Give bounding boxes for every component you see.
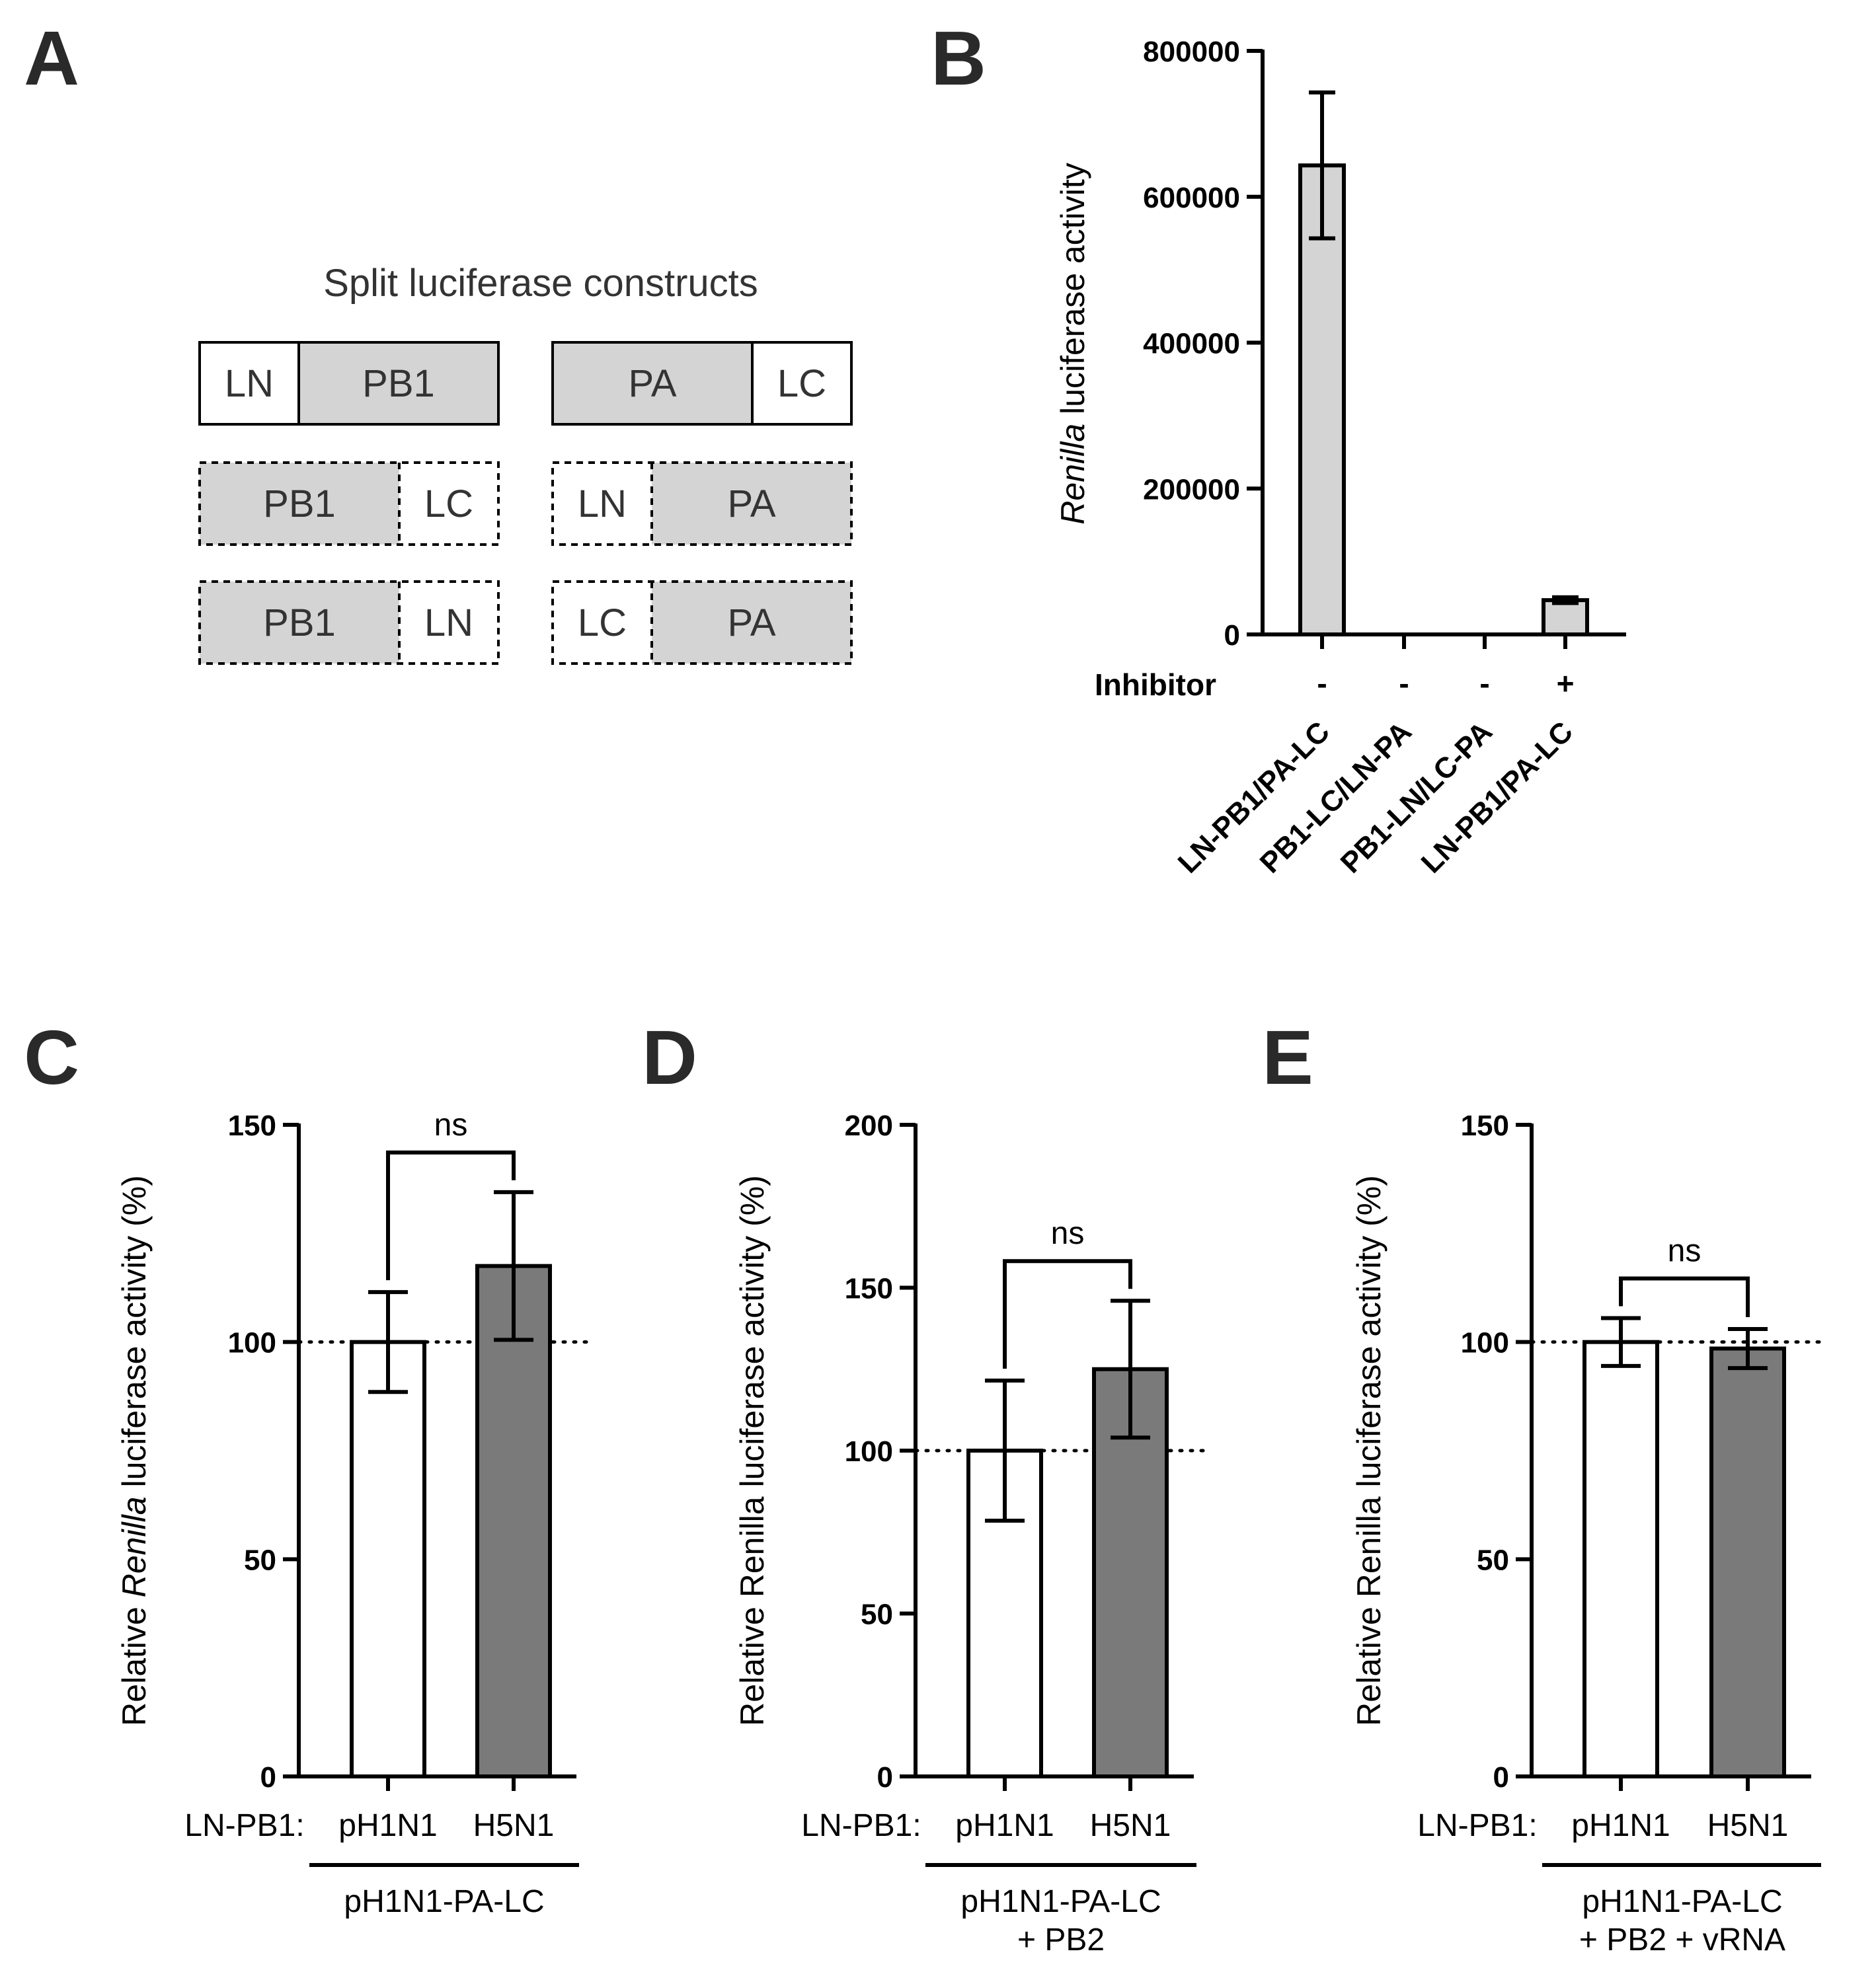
chart-e-ytick-label: 150 [1461, 1110, 1509, 1142]
diagram-title: Split luciferase constructs [323, 262, 758, 305]
segment-label-lc: LC [578, 601, 627, 644]
segment-pb1 [299, 342, 498, 424]
segment-label-pa: PA [727, 482, 775, 525]
segment-label-pa: PA [628, 362, 676, 405]
chart-d-ylabel: Relative Renilla luciferase activity (%) [734, 1175, 771, 1726]
chart-c-row-prefix: LN-PB1: [184, 1808, 304, 1843]
chart-d-group-label: + PB2 [1017, 1922, 1105, 1958]
panel-letter-d: D [642, 1014, 697, 1100]
chart-b-inhibitor-sign: + [1557, 666, 1575, 701]
segment-pa [553, 342, 752, 424]
chart-d-significance-bracket [1003, 1259, 1132, 1369]
chart-c-ytick-label: 50 [244, 1544, 276, 1576]
chart-c-group-label: pH1N1-PA-LC [344, 1884, 544, 1919]
chart-b-ylabel-italic: Renilla [1054, 424, 1091, 525]
chart-e-group-label: + PB2 + vRNA [1579, 1922, 1785, 1958]
chart-d-ytick-label: 0 [877, 1761, 893, 1794]
chart-c-ylabel-pre: Relative [116, 1597, 153, 1726]
chart-c-ylabel-italic: Renilla [116, 1496, 153, 1597]
chart-d-ytick-label: 50 [861, 1599, 893, 1631]
chart-b-ytick-label: 600000 [1143, 182, 1240, 214]
chart-c-significance-bracket [386, 1150, 516, 1281]
chart-b-ytick-label: 400000 [1143, 328, 1240, 360]
chart-e-row-prefix: LN-PB1: [1417, 1808, 1537, 1843]
construct-outline [551, 461, 853, 546]
chart-e-ylabel: Relative Renilla luciferase activity (%) [1350, 1175, 1387, 1726]
chart-d-significance-label: ns [1051, 1216, 1085, 1251]
segment-label-ln: LN [225, 362, 274, 405]
chart-c-category-label: H5N1 [473, 1808, 555, 1843]
segment-lc [752, 342, 851, 424]
construct-outline [198, 461, 500, 546]
chart-b-ytick-label: 800000 [1143, 36, 1240, 68]
chart-e-bar [1709, 1346, 1786, 1778]
segment-label-lc: LC [777, 362, 826, 405]
segment-label-pb1: PB1 [263, 482, 336, 525]
chart-e-category-label: pH1N1 [1571, 1808, 1670, 1843]
chart-c-ytick-label: 100 [228, 1327, 276, 1359]
chart-e-bar [1583, 1340, 1659, 1778]
construct-outline [198, 341, 500, 426]
chart-e-ytick-label: 0 [1493, 1761, 1509, 1794]
segment-pa [652, 463, 851, 545]
chart-c-bar [350, 1340, 426, 1778]
chart-b-ytick-label: 0 [1224, 619, 1240, 652]
panel-letter-b: B [931, 15, 986, 101]
chart-e-ytick-label: 50 [1477, 1544, 1509, 1576]
chart-d-group-label: pH1N1-PA-LC [960, 1884, 1161, 1919]
chart-d-row-prefix: LN-PB1: [801, 1808, 921, 1843]
segment-lc [399, 463, 498, 545]
chart-b-category-label: LN-PB1/PA-LC [1172, 715, 1336, 879]
construct-outline [551, 580, 853, 665]
segment-pb1 [200, 463, 399, 545]
chart-b-inhibitor-sign: - [1399, 666, 1409, 701]
chart-c-ylabel-rest: luciferase activity (%) [116, 1175, 153, 1496]
segment-ln [399, 582, 498, 664]
chart-e-category-label: H5N1 [1707, 1808, 1789, 1843]
chart-b-inhibitor-sign: - [1479, 666, 1489, 701]
chart-d-ytick-label: 200 [845, 1110, 893, 1142]
chart-c-significance-label: ns [434, 1108, 468, 1143]
chart-e-ytick-label: 100 [1461, 1327, 1509, 1359]
chart-c-ylabel: Relative Renilla luciferase activity (%) [116, 1175, 153, 1726]
construct-outline [551, 341, 853, 426]
segment-label-pb1: PB1 [263, 601, 336, 644]
chart-d-category-label: pH1N1 [955, 1808, 1054, 1843]
segment-label-ln: LN [578, 482, 627, 525]
segment-ln [200, 342, 299, 424]
segment-label-pa: PA [727, 601, 775, 644]
chart-e-significance-bracket [1619, 1276, 1750, 1317]
chart-b-ytick-label: 200000 [1143, 473, 1240, 506]
panel-letter-c: C [24, 1014, 79, 1100]
chart-b-bar [1542, 598, 1589, 637]
chart-e-significance-label: ns [1668, 1234, 1701, 1269]
chart-c-category-label: pH1N1 [338, 1808, 437, 1843]
chart-b-category-label: LN-PB1/PA-LC [1415, 715, 1579, 879]
segment-ln [553, 463, 652, 545]
chart-d-category-label: H5N1 [1090, 1808, 1171, 1843]
construct-outline [198, 580, 500, 665]
chart-c-bar [475, 1264, 552, 1778]
segment-pb1 [200, 582, 399, 664]
chart-b-inhibitor-label: Inhibitor [1095, 667, 1216, 702]
chart-c-ytick-label: 0 [260, 1761, 276, 1794]
segment-label-pb1: PB1 [362, 362, 435, 405]
panel-letter-a: A [24, 15, 79, 101]
chart-d-ytick-label: 150 [845, 1273, 893, 1305]
segment-label-ln: LN [424, 601, 473, 644]
chart-b-ylabel-rest: luciferase activity [1054, 163, 1091, 424]
segment-lc [553, 582, 652, 664]
segment-label-lc: LC [424, 482, 473, 525]
chart-e-group-label: pH1N1-PA-LC [1582, 1884, 1782, 1919]
segment-pa [652, 582, 851, 664]
chart-c-ytick-label: 150 [228, 1110, 276, 1142]
chart-b-ylabel: Renilla luciferase activity [1054, 163, 1091, 524]
chart-d-ytick-label: 100 [845, 1435, 893, 1468]
chart-b-inhibitor-sign: - [1317, 666, 1327, 701]
panel-letter-e: E [1262, 1014, 1313, 1100]
